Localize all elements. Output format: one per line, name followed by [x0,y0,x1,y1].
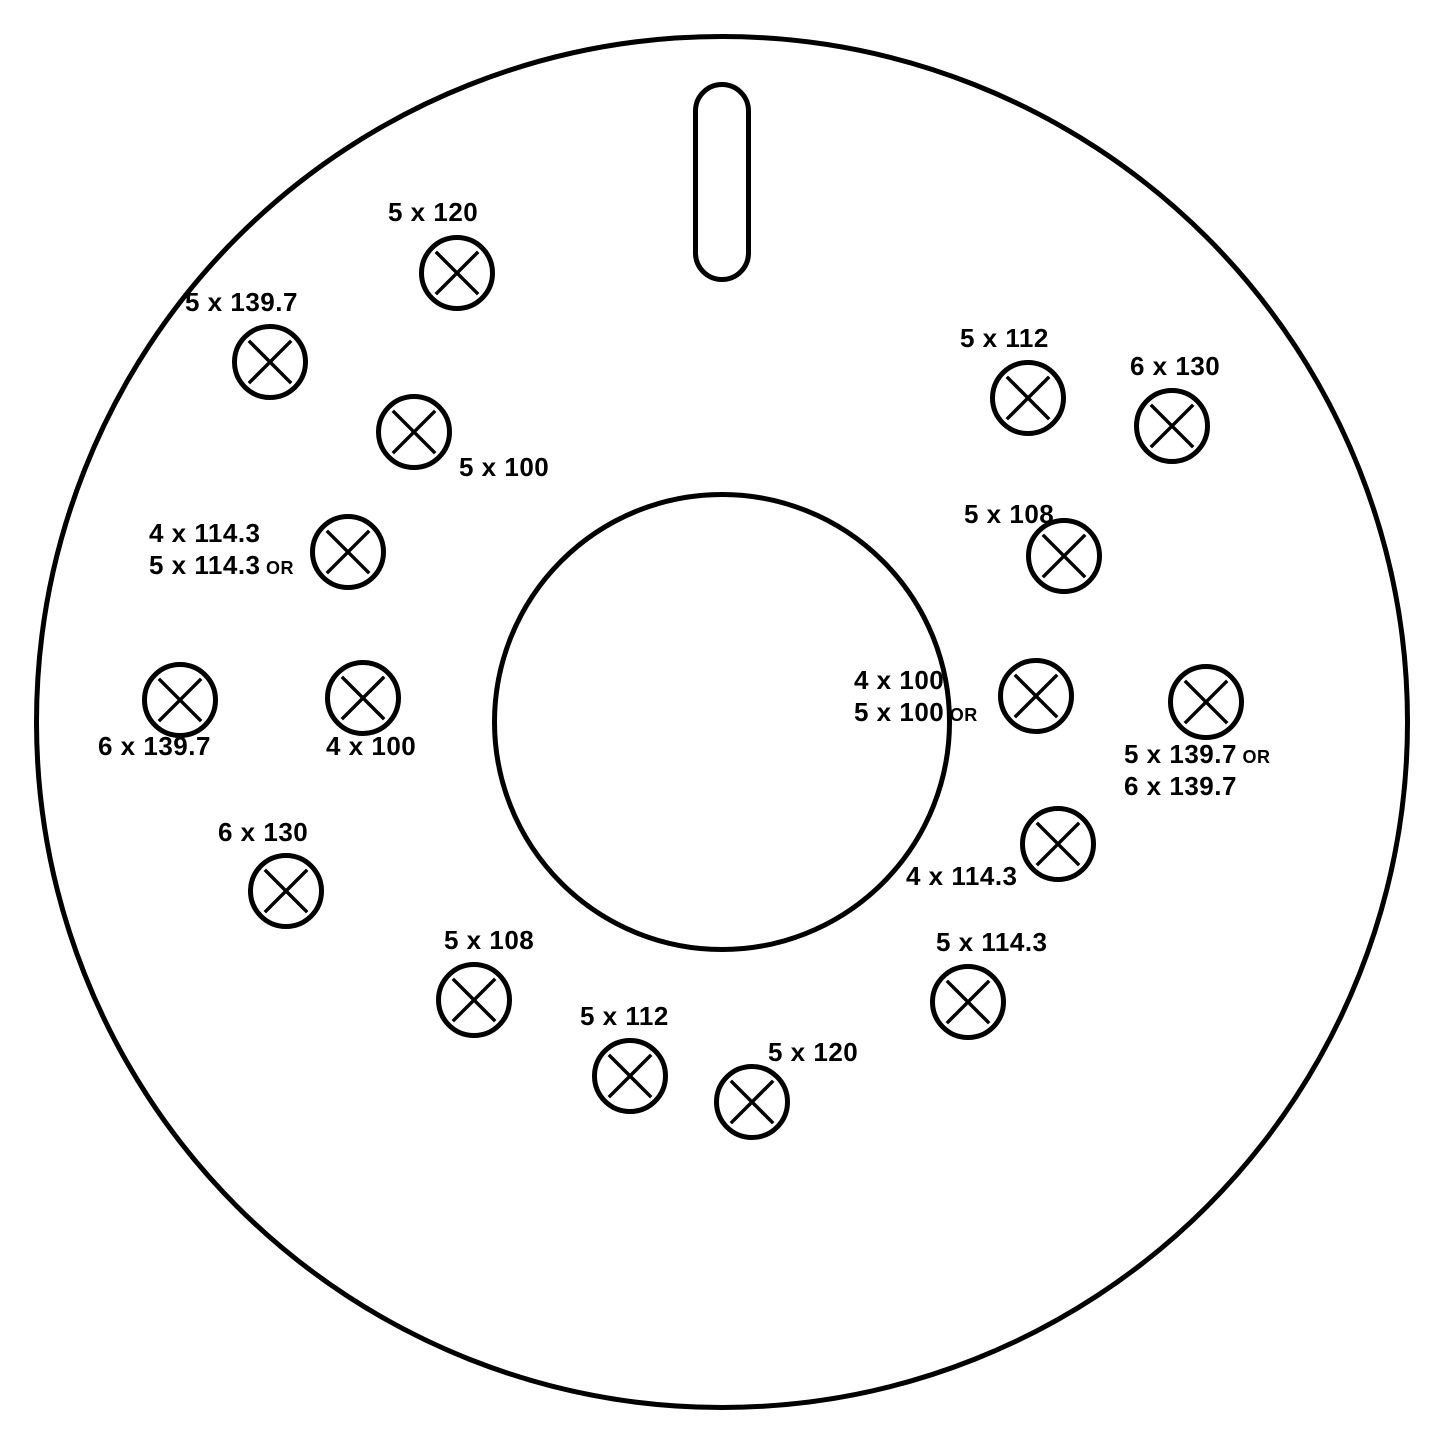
bolt-pattern-label: 6 x 139.7 [98,732,211,762]
bolt-pattern-label: 5 x 139.7 [185,288,298,318]
bolt-hole [310,514,386,590]
bolt-hole [1020,806,1096,882]
label-text: 6 x 130 [218,817,308,847]
bolt-hole [248,853,324,929]
label-text: 5 x 100 [459,452,549,482]
label-text: 4 x 100 [326,731,416,761]
bolt-hole [376,394,452,470]
bolt-hole [142,662,218,738]
label-text: 4 x 114.3 [906,861,1018,891]
bolt-pattern-label: 5 x 114.3 OR [149,551,294,581]
label-text: 5 x 112 [960,323,1049,353]
bolt-hole [930,964,1006,1040]
label-text: 5 x 100 [854,697,944,727]
label-text: 5 x 114.3 [936,927,1048,957]
label-text: 5 x 108 [964,499,1054,529]
bolt-hole [436,962,512,1038]
label-text: 4 x 114.3 [149,518,261,548]
label-text: 6 x 139.7 [1124,771,1237,801]
bolt-pattern-label: 5 x 120 [388,198,478,228]
bolt-pattern-diagram: 5 x 1205 x 139.75 x 1004 x 114.35 x 114.… [0,0,1445,1444]
label-text: 6 x 139.7 [98,731,211,761]
bolt-pattern-label: 5 x 112 [960,324,1049,354]
label-text: 5 x 139.7 [1124,739,1237,769]
label-text: 5 x 114.3 [149,550,261,580]
bolt-hole [714,1064,790,1140]
label-text: 4 x 100 [854,665,944,695]
bolt-pattern-label: 4 x 114.3 [149,519,261,549]
bolt-hole [1168,664,1244,740]
bolt-hole [1134,388,1210,464]
bolt-pattern-label: 5 x 114.3 [936,928,1048,958]
bolt-pattern-label: 6 x 139.7 [1124,772,1237,802]
bolt-pattern-label: 5 x 100 [459,453,549,483]
label-text: 5 x 120 [388,197,478,227]
label-or: OR [261,558,295,578]
bolt-pattern-label: 6 x 130 [1130,352,1220,382]
bolt-pattern-label: 5 x 108 [444,926,534,956]
bolt-hole [990,360,1066,436]
bolt-hole [592,1038,668,1114]
bolt-hole [419,235,495,311]
bolt-hole [325,660,401,736]
bolt-pattern-label: 6 x 130 [218,818,308,848]
label-text: 5 x 108 [444,925,534,955]
bolt-pattern-label: 5 x 120 [768,1038,858,1068]
bolt-hole [232,324,308,400]
bolt-pattern-label: 4 x 114.3 [906,862,1018,892]
label-text: 5 x 112 [580,1001,669,1031]
bolt-pattern-label: 5 x 112 [580,1002,669,1032]
label-or: OR [944,705,978,725]
bolt-pattern-label: 4 x 100 [326,732,416,762]
label-text: 5 x 120 [768,1037,858,1067]
bolt-pattern-label: 5 x 100 OR [854,698,978,728]
bolt-pattern-label: 4 x 100 [854,666,944,696]
bolt-pattern-label: 5 x 139.7 OR [1124,740,1270,770]
label-text: 5 x 139.7 [185,287,298,317]
label-or: OR [1237,747,1271,767]
bolt-hole [998,658,1074,734]
alignment-slot [693,82,751,282]
label-text: 6 x 130 [1130,351,1220,381]
bolt-pattern-label: 5 x 108 [964,500,1054,530]
